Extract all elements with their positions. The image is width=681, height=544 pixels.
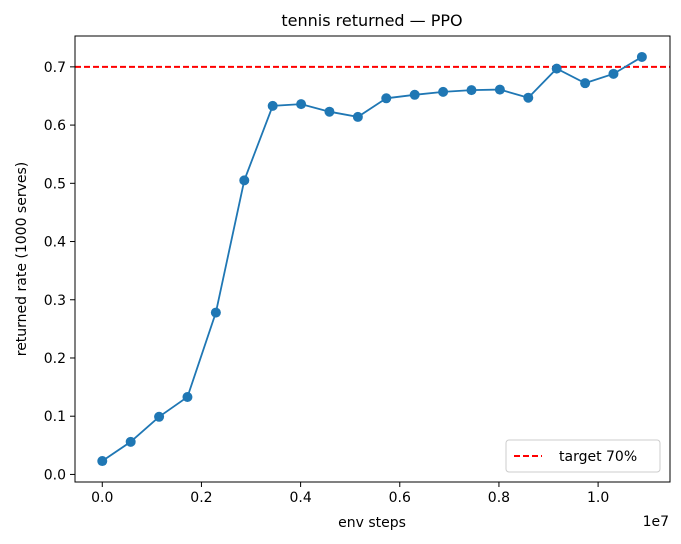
data-point: [324, 106, 335, 117]
data-point: [409, 89, 420, 100]
y-tick-label: 0.4: [44, 235, 66, 251]
y-tick-label: 0.7: [44, 60, 66, 76]
x-tick-label: 0.6: [389, 490, 411, 506]
legend: target 70%: [505, 439, 661, 473]
x-tick-label: 0.4: [289, 490, 311, 506]
data-point: [182, 391, 193, 402]
y-tick-label: 0.3: [44, 293, 66, 309]
x-tick-label: 0.0: [91, 490, 113, 506]
data-point: [438, 86, 449, 97]
plot-frame: [74, 35, 671, 483]
legend-label-target: target 70%: [559, 449, 637, 465]
x-tick-label: 0.8: [488, 490, 510, 506]
data-point: [352, 111, 363, 122]
data-point: [580, 78, 591, 89]
x-tick-label: 0.2: [190, 490, 212, 506]
y-tick-label: 0.6: [44, 118, 66, 134]
data-point: [523, 92, 534, 103]
x-tick-label: 1.0: [587, 490, 609, 506]
data-point: [296, 99, 307, 110]
data-point: [210, 307, 221, 318]
x-axis: 0.0 0.2 0.4 0.6 0.8 1.0: [91, 482, 609, 506]
data-point: [239, 175, 250, 186]
data-point: [97, 456, 108, 467]
data-point: [154, 411, 165, 422]
data-point: [381, 93, 392, 104]
legend-box: [505, 439, 661, 473]
data-point: [125, 436, 136, 447]
data-point: [466, 85, 477, 96]
data-point: [494, 84, 505, 95]
data-point: [551, 63, 562, 74]
plot-marks: [75, 51, 670, 467]
data-point: [608, 68, 619, 79]
chart-title: tennis returned — PPO: [281, 11, 462, 30]
y-tick-label: 0.2: [44, 351, 66, 367]
data-point: [636, 51, 647, 62]
y-tick-label: 0.0: [44, 467, 66, 483]
y-axis-label: returned rate (1000 serves): [14, 162, 30, 357]
series-line: [101, 56, 643, 462]
x-axis-label: env steps: [338, 515, 406, 531]
y-axis: 0.0 0.1 0.2 0.3 0.4 0.5 0.6 0.7: [44, 60, 75, 483]
y-tick-label: 0.1: [44, 409, 66, 425]
data-point: [267, 100, 278, 111]
y-tick-label: 0.5: [44, 176, 66, 192]
x-axis-offset-label: 1e7: [643, 514, 669, 530]
